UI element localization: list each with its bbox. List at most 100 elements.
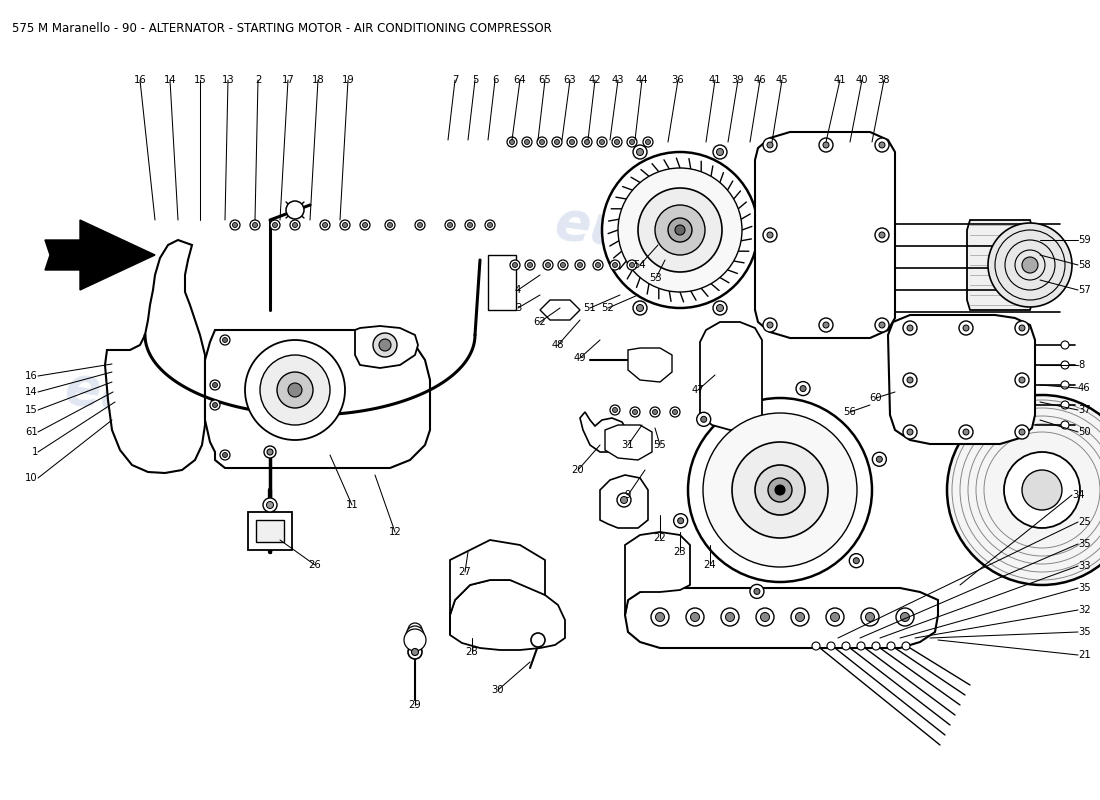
Circle shape — [629, 262, 635, 267]
Circle shape — [908, 377, 913, 383]
Text: 5: 5 — [472, 75, 478, 85]
Circle shape — [575, 260, 585, 270]
Text: 26: 26 — [309, 560, 321, 570]
Circle shape — [618, 168, 742, 292]
Circle shape — [385, 220, 395, 230]
Circle shape — [578, 262, 583, 267]
Circle shape — [755, 465, 805, 515]
Text: 7: 7 — [452, 75, 459, 85]
Text: 52: 52 — [602, 303, 615, 313]
Circle shape — [570, 139, 574, 145]
Circle shape — [322, 222, 328, 227]
Circle shape — [903, 373, 917, 387]
Circle shape — [874, 138, 889, 152]
Text: 575 M Maranello - 90 - ALTERNATOR - STARTING MOTOR - AIR CONDITIONING COMPRESSOR: 575 M Maranello - 90 - ALTERNATOR - STAR… — [12, 22, 552, 35]
Text: 41: 41 — [834, 75, 846, 85]
Circle shape — [613, 262, 617, 267]
Circle shape — [539, 139, 544, 145]
Polygon shape — [450, 580, 565, 650]
Circle shape — [632, 301, 647, 315]
Text: 63: 63 — [563, 75, 576, 85]
Circle shape — [1062, 381, 1069, 389]
Circle shape — [646, 139, 650, 145]
Circle shape — [696, 412, 711, 426]
Circle shape — [688, 398, 872, 582]
Circle shape — [446, 220, 455, 230]
Circle shape — [637, 149, 644, 155]
Text: 14: 14 — [164, 75, 176, 85]
Circle shape — [561, 262, 565, 267]
Circle shape — [615, 139, 619, 145]
Circle shape — [947, 395, 1100, 585]
Circle shape — [823, 142, 829, 148]
Circle shape — [1015, 373, 1028, 387]
Circle shape — [528, 262, 532, 267]
Bar — [248, 512, 292, 550]
Polygon shape — [450, 540, 544, 635]
Circle shape — [509, 139, 515, 145]
Circle shape — [363, 222, 367, 227]
Text: 56: 56 — [844, 407, 857, 417]
Circle shape — [820, 138, 833, 152]
Circle shape — [537, 137, 547, 147]
Circle shape — [273, 222, 277, 227]
Circle shape — [627, 260, 637, 270]
Circle shape — [1019, 325, 1025, 331]
Circle shape — [379, 339, 390, 351]
Text: 42: 42 — [588, 75, 602, 85]
Circle shape — [1019, 429, 1025, 435]
Circle shape — [1022, 470, 1062, 510]
Text: 48: 48 — [552, 340, 564, 350]
Text: 14: 14 — [25, 387, 39, 397]
Text: 54: 54 — [634, 260, 647, 270]
Text: 17: 17 — [282, 75, 295, 85]
Circle shape — [404, 629, 426, 651]
Circle shape — [546, 262, 550, 267]
Circle shape — [260, 355, 330, 425]
Circle shape — [230, 220, 240, 230]
Circle shape — [253, 222, 257, 227]
Circle shape — [713, 145, 727, 159]
Polygon shape — [104, 240, 205, 473]
Circle shape — [418, 222, 422, 227]
Circle shape — [962, 325, 969, 331]
Text: 24: 24 — [704, 560, 716, 570]
Circle shape — [387, 222, 393, 227]
Text: 33: 33 — [1078, 561, 1090, 571]
Polygon shape — [755, 132, 895, 338]
Text: 16: 16 — [25, 371, 39, 381]
Circle shape — [632, 145, 647, 159]
Circle shape — [716, 305, 724, 311]
Circle shape — [767, 322, 773, 328]
Text: 25: 25 — [1078, 517, 1091, 527]
Circle shape — [854, 558, 859, 564]
Circle shape — [558, 260, 568, 270]
Circle shape — [593, 260, 603, 270]
Text: 20: 20 — [572, 465, 584, 475]
Text: 65: 65 — [539, 75, 551, 85]
Circle shape — [270, 220, 280, 230]
Text: 8: 8 — [1078, 360, 1085, 370]
Circle shape — [531, 633, 544, 647]
Text: 37: 37 — [1078, 405, 1090, 415]
Circle shape — [776, 485, 785, 495]
Text: 32: 32 — [1078, 605, 1090, 615]
Circle shape — [651, 608, 669, 626]
Circle shape — [613, 407, 617, 413]
Circle shape — [627, 137, 637, 147]
Text: 50: 50 — [1078, 427, 1090, 437]
Circle shape — [796, 382, 810, 395]
Circle shape — [232, 222, 238, 227]
Circle shape — [654, 205, 705, 255]
Circle shape — [763, 228, 777, 242]
Circle shape — [566, 137, 578, 147]
Text: 3: 3 — [515, 303, 521, 313]
Circle shape — [754, 589, 760, 594]
Polygon shape — [355, 326, 418, 368]
Circle shape — [212, 382, 218, 387]
Circle shape — [849, 554, 864, 568]
Text: 35: 35 — [1078, 627, 1090, 637]
Bar — [488, 255, 516, 310]
Circle shape — [637, 305, 644, 311]
Circle shape — [465, 220, 475, 230]
